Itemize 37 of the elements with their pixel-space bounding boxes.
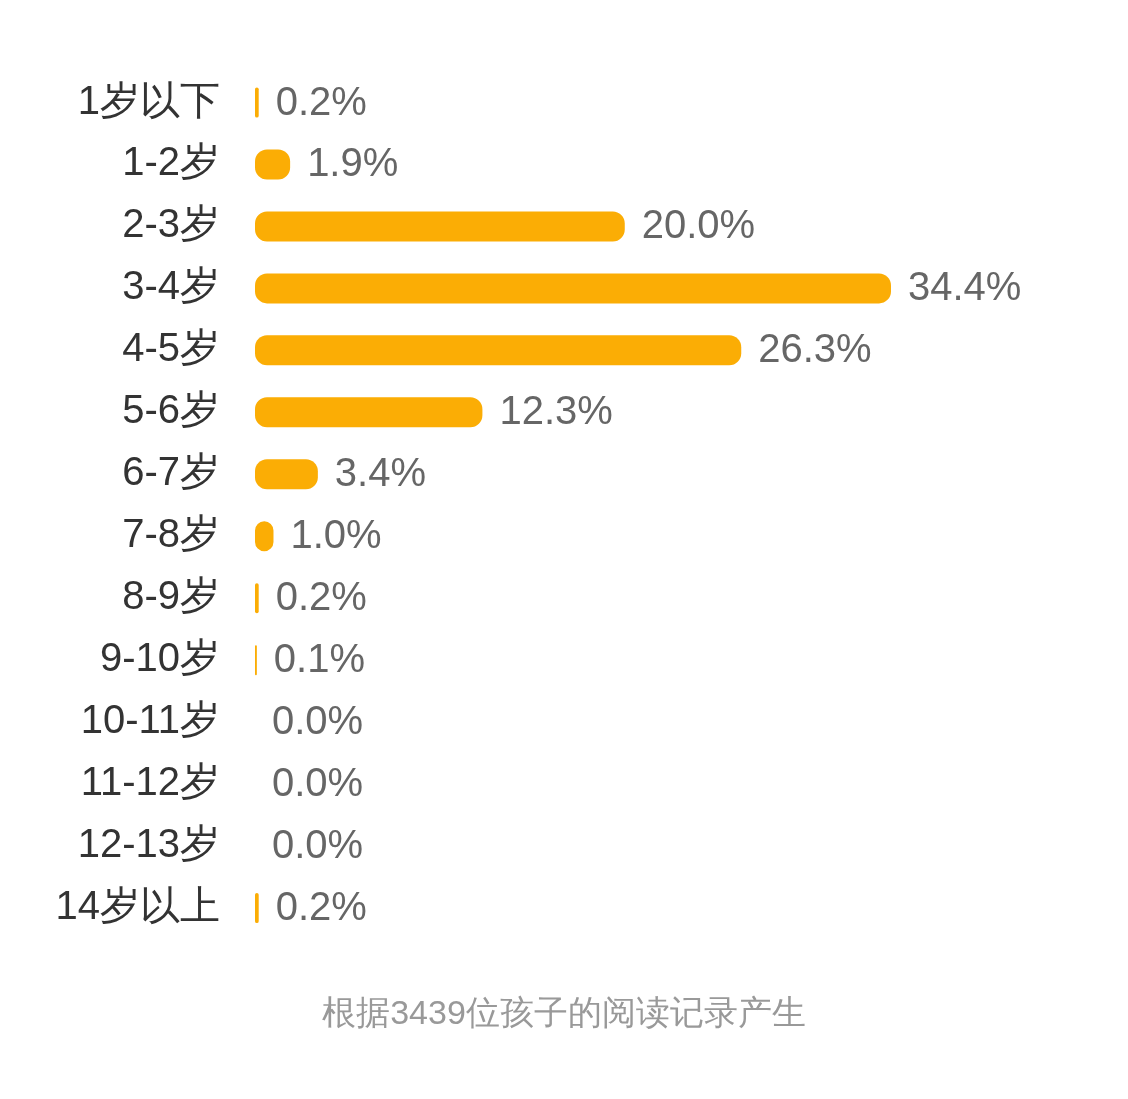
y-tick-label: 5-6岁	[122, 387, 220, 432]
data-label: 1.9%	[307, 140, 399, 185]
data-label: 20.0%	[641, 202, 756, 247]
bar	[255, 211, 625, 242]
y-tick-label: 3-4岁	[122, 263, 220, 308]
y-tick-label: 9-10岁	[99, 635, 220, 680]
bar	[255, 893, 259, 924]
y-tick-label: 2-3岁	[122, 201, 220, 246]
y-tick-label: 10-11岁	[80, 697, 220, 742]
bar	[255, 87, 259, 118]
bar	[255, 583, 259, 614]
bar	[255, 335, 742, 366]
data-label: 0.0%	[272, 698, 364, 743]
bar	[255, 459, 318, 490]
y-tick-label: 7-8岁	[122, 511, 220, 556]
bar	[255, 397, 483, 428]
data-label: 0.0%	[272, 760, 364, 805]
y-tick-label: 8-9岁	[122, 573, 220, 618]
data-label: 0.2%	[275, 78, 367, 123]
data-label: 0.1%	[273, 636, 366, 681]
y-tick-label: 6-7岁	[122, 449, 220, 494]
y-tick-label: 1岁以下	[77, 77, 220, 122]
data-label: 34.4%	[908, 264, 1022, 309]
data-label: 12.3%	[499, 388, 613, 433]
y-tick-label: 4-5岁	[122, 325, 220, 370]
y-tick-label: 14岁以上	[55, 883, 220, 928]
data-label: 0.2%	[275, 574, 367, 619]
y-tick-label: 12-13岁	[77, 821, 220, 866]
data-label: 3.4%	[334, 450, 427, 495]
text: 根据3439位孩子的阅读记录产生	[321, 992, 807, 1032]
data-label: 0.2%	[275, 884, 367, 929]
y-tick-label: 11-12岁	[80, 759, 220, 804]
y-tick-label: 1-2岁	[122, 139, 220, 184]
bar	[255, 273, 891, 304]
data-label: 26.3%	[758, 326, 872, 371]
data-label: 0.0%	[272, 822, 364, 867]
data-label: 1.0%	[290, 512, 382, 557]
